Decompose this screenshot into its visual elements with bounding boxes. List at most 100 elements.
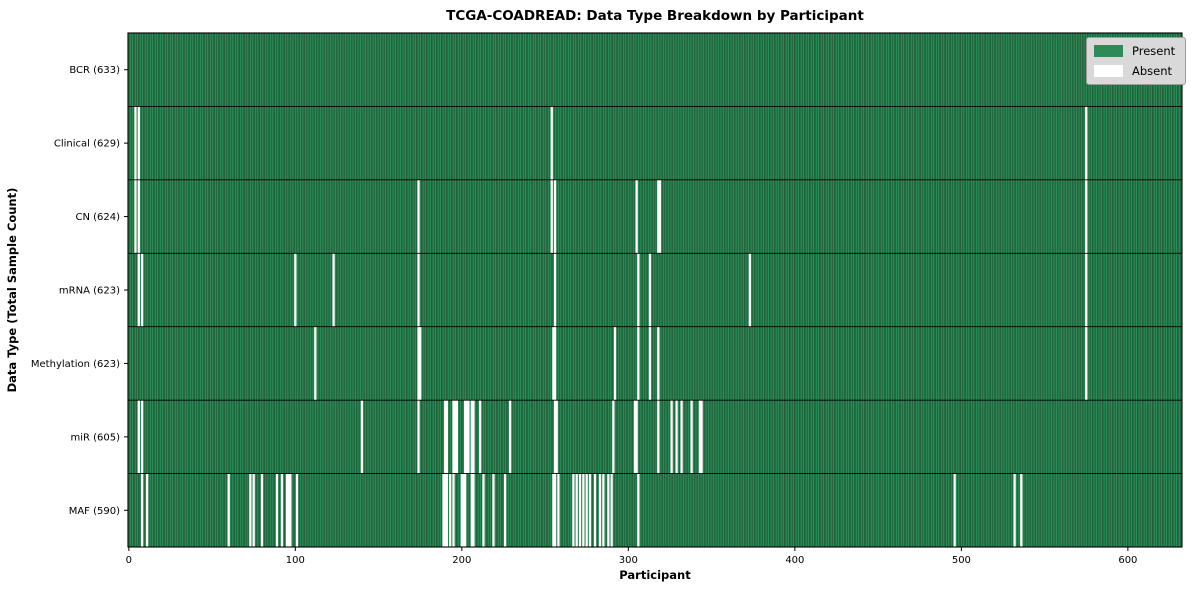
chart-title: TCGA-COADREAD: Data Type Breakdown by Pa… bbox=[446, 8, 864, 24]
absent-gap-MAF bbox=[1013, 473, 1016, 547]
absent-gap-MAF bbox=[249, 473, 252, 547]
absent-gap-MAF bbox=[289, 473, 292, 547]
absent-gap-miR bbox=[452, 400, 455, 474]
absent-gap-Clinical bbox=[550, 106, 553, 180]
absent-gap-miR bbox=[509, 400, 512, 474]
present-swatch-icon bbox=[1094, 45, 1123, 57]
absent-gap-mRNA bbox=[294, 253, 297, 327]
absent-gap-MAF bbox=[572, 473, 575, 547]
absent-gap-Methylation bbox=[637, 326, 640, 401]
x-tick-label: 200 bbox=[452, 555, 471, 566]
absent-gap-mRNA bbox=[553, 253, 557, 327]
absent-gap-miR bbox=[141, 400, 144, 474]
absent-gap-miR bbox=[555, 400, 558, 474]
y-tick-label-mRNA: mRNA (623) bbox=[59, 286, 120, 297]
absent-gap-MAF bbox=[553, 473, 557, 547]
absent-gap-miR bbox=[464, 400, 467, 474]
absent-gap-miR bbox=[675, 400, 678, 474]
x-axis-label: Participant bbox=[619, 568, 691, 582]
absent-gap-MAF bbox=[287, 473, 290, 547]
legend-absent-label: Absent bbox=[1132, 64, 1173, 78]
absent-gap-MAF bbox=[280, 473, 284, 547]
y-tick-label-miR: miR (605) bbox=[70, 432, 120, 443]
absent-gap-Methylation bbox=[648, 326, 652, 401]
absent-gap-MAF bbox=[637, 473, 640, 547]
y-tick-label-Methylation: Methylation (623) bbox=[31, 359, 120, 370]
y-tick-label-MAF: MAF (590) bbox=[69, 506, 120, 517]
absent-gap-MAF bbox=[285, 473, 289, 547]
absent-gap-CN bbox=[635, 179, 638, 254]
absent-gap-CN bbox=[550, 179, 553, 254]
absent-gap-miR bbox=[137, 400, 140, 474]
absent-gap-miR bbox=[470, 400, 473, 474]
x-tick-label: 400 bbox=[785, 555, 804, 566]
absent-gap-miR bbox=[680, 400, 683, 474]
absent-gap-Methylation bbox=[552, 326, 555, 401]
absent-gap-MAF bbox=[602, 473, 605, 547]
absent-gap-mRNA bbox=[332, 253, 335, 327]
absent-gap-MAF bbox=[588, 473, 592, 547]
legend-present-label: Present bbox=[1132, 44, 1176, 58]
absent-gap-miR bbox=[690, 400, 693, 474]
y-tick-label-CN: CN (624) bbox=[75, 212, 120, 223]
absent-gap-miR bbox=[635, 400, 638, 474]
absent-gap-miR bbox=[479, 400, 482, 474]
absent-gap-MAF bbox=[607, 473, 610, 547]
absent-gap-miR bbox=[472, 400, 475, 474]
x-tick-label: 600 bbox=[1118, 555, 1137, 566]
absent-gap-MAF bbox=[146, 473, 149, 547]
absent-gap-miR bbox=[454, 400, 457, 474]
y-tick-label-BCR: BCR (633) bbox=[69, 65, 120, 76]
legend: Present Absent bbox=[1086, 37, 1187, 85]
absent-gap-miR bbox=[553, 400, 557, 474]
absent-gap-CN bbox=[417, 179, 420, 254]
absent-gap-MAF bbox=[470, 473, 473, 547]
x-tick-label: 0 bbox=[126, 555, 132, 566]
absent-swatch-icon bbox=[1094, 65, 1123, 77]
absent-gap-MAF bbox=[482, 473, 485, 547]
absent-gap-MAF bbox=[449, 473, 452, 547]
absent-gap-MAF bbox=[504, 473, 507, 547]
absent-gap-MAF bbox=[585, 473, 588, 547]
absent-gap-miR bbox=[417, 400, 420, 474]
absent-gap-Methylation bbox=[419, 326, 422, 401]
absent-gap-MAF bbox=[260, 473, 264, 547]
absent-gap-miR bbox=[467, 400, 470, 474]
x-tick-label: 300 bbox=[619, 555, 638, 566]
absent-gap-MAF bbox=[464, 473, 467, 547]
absent-gap-MAF bbox=[227, 473, 230, 547]
absent-gap-CN bbox=[658, 179, 662, 254]
absent-gap-mRNA bbox=[648, 253, 652, 327]
legend-entry-present: Present bbox=[1094, 44, 1175, 58]
absent-gap-miR bbox=[657, 400, 660, 474]
absent-gap-Methylation bbox=[417, 326, 420, 401]
absent-gap-MAF bbox=[295, 473, 299, 547]
absent-gap-MAF bbox=[593, 473, 597, 547]
absent-gap-miR bbox=[700, 400, 703, 474]
absent-gap-MAF bbox=[462, 473, 465, 547]
absent-gap-CN bbox=[134, 179, 137, 254]
absent-gap-mRNA bbox=[137, 253, 140, 327]
absent-gap-mRNA bbox=[748, 253, 752, 327]
absent-gap-mRNA bbox=[637, 253, 640, 327]
absent-gap-MAF bbox=[610, 473, 613, 547]
absent-gap-miR bbox=[360, 400, 364, 474]
absent-gap-miR bbox=[633, 400, 637, 474]
absent-gap-MAF bbox=[953, 473, 956, 547]
absent-gap-MAF bbox=[445, 473, 448, 547]
absent-gap-MAF bbox=[141, 473, 144, 547]
absent-gap-MAF bbox=[552, 473, 555, 547]
absent-gap-MAF bbox=[582, 473, 585, 547]
absent-gap-MAF bbox=[557, 473, 560, 547]
absent-gap-MAF bbox=[492, 473, 495, 547]
absent-gap-CN bbox=[1085, 179, 1088, 254]
absent-gap-MAF bbox=[575, 473, 578, 547]
absent-gap-Methylation bbox=[314, 326, 317, 401]
absent-gap-miR bbox=[670, 400, 673, 474]
absent-gap-MAF bbox=[598, 473, 602, 547]
absent-gap-MAF bbox=[275, 473, 279, 547]
absent-gap-mRNA bbox=[141, 253, 144, 327]
absent-gap-mRNA bbox=[417, 253, 420, 327]
absent-gap-MAF bbox=[472, 473, 475, 547]
